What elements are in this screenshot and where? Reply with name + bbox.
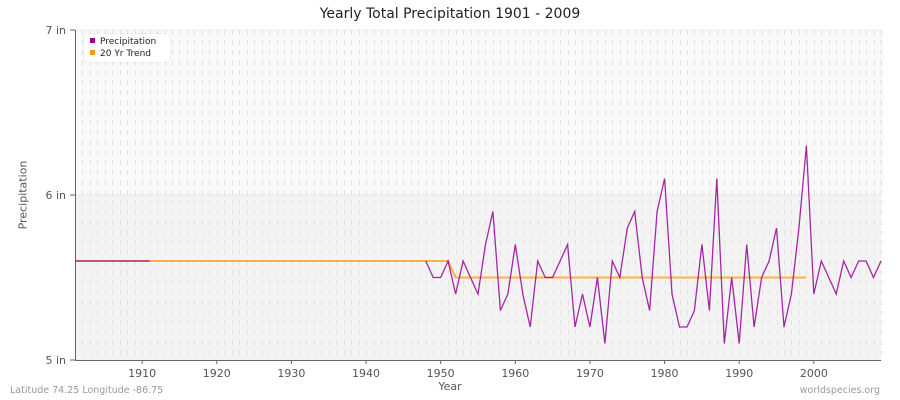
svg-text:5 in: 5 in [45, 354, 66, 367]
svg-text:1930: 1930 [277, 367, 305, 380]
legend-item-precipitation: Precipitation [90, 36, 156, 48]
svg-text:7 in: 7 in [45, 24, 66, 37]
x-axis-label: Year [438, 380, 462, 393]
svg-text:1920: 1920 [203, 367, 231, 380]
legend-label: Precipitation [100, 37, 157, 47]
svg-text:2000: 2000 [800, 367, 828, 380]
y-axis-label: Precipitation [16, 160, 30, 230]
location-caption: Latitude 74.25 Longitude -86.75 [10, 385, 164, 396]
svg-text:1940: 1940 [352, 367, 380, 380]
legend: Precipitation 20 Yr Trend [84, 34, 170, 62]
svg-text:1970: 1970 [576, 367, 604, 380]
chart-title: Yearly Total Precipitation 1901 - 2009 [319, 6, 581, 22]
trend-swatch-icon [90, 50, 95, 55]
svg-text:6 in: 6 in [45, 189, 66, 202]
svg-text:1950: 1950 [427, 367, 455, 380]
legend-label: 20 Yr Trend [100, 49, 152, 59]
svg-text:1990: 1990 [725, 367, 753, 380]
svg-text:1910: 1910 [128, 367, 156, 380]
legend-item-trend: 20 Yr Trend [90, 48, 151, 60]
precipitation-swatch-icon [90, 38, 95, 43]
svg-text:1980: 1980 [651, 367, 679, 380]
source-link[interactable]: worldspecies.org [799, 385, 880, 396]
svg-text:1960: 1960 [501, 367, 529, 380]
